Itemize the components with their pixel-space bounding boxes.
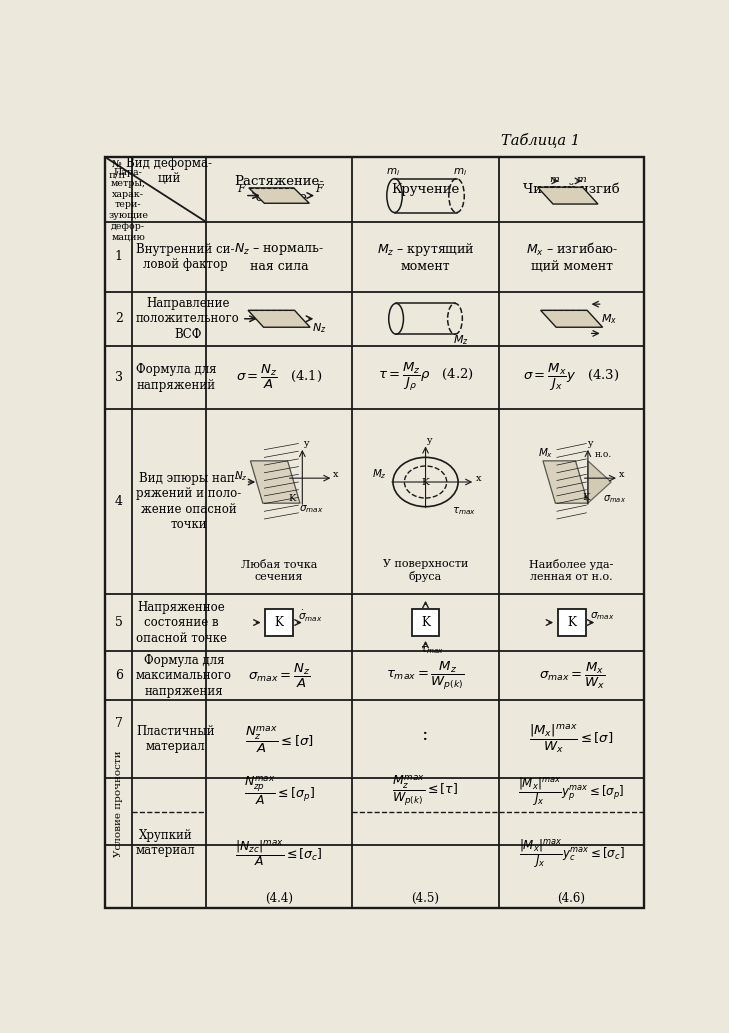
Polygon shape <box>537 187 598 205</box>
Bar <box>558 608 585 636</box>
Text: $\dot\sigma_{max}$: $\dot\sigma_{max}$ <box>297 608 322 624</box>
Text: $\tau_{max}=\dfrac{M_z}{W_{p(k)}}$: $\tau_{max}=\dfrac{M_z}{W_{p(k)}}$ <box>386 659 465 692</box>
Text: Условие прочности: Условие прочности <box>114 751 123 857</box>
Text: 3: 3 <box>114 371 122 384</box>
Text: Формула для
максимального
напряжения: Формула для максимального напряжения <box>136 654 232 697</box>
Text: $N_z$: $N_z$ <box>234 469 248 482</box>
Text: $\sigma_{max}$: $\sigma_{max}$ <box>604 494 626 505</box>
Polygon shape <box>250 461 300 503</box>
Text: K: K <box>275 616 284 629</box>
Text: $M_z$: $M_z$ <box>453 334 469 347</box>
Text: Пара-
метры,
харак-
тери-
зующие
дефор-
мацию: Пара- метры, харак- тери- зующие дефор- … <box>108 168 148 242</box>
Text: $\sigma=\dfrac{M_x}{J_x}y$   (4.3): $\sigma=\dfrac{M_x}{J_x}y$ (4.3) <box>523 362 620 393</box>
Text: $\dfrac{|M_x|^{max}}{J_x}y_c^{max}\leq[\sigma_c]$: $\dfrac{|M_x|^{max}}{J_x}y_c^{max}\leq[\… <box>519 837 625 870</box>
Text: m: m <box>577 175 587 184</box>
Text: Вид эпюры нап-
ряжений и поло-
жение опасной
точки: Вид эпюры нап- ряжений и поло- жение опа… <box>136 471 241 531</box>
Text: $\dfrac{|N_{zc}|^{max}}{A}\leq[\sigma_c]$: $\dfrac{|N_{zc}|^{max}}{A}\leq[\sigma_c]… <box>235 839 323 869</box>
Text: K: K <box>421 616 430 629</box>
Text: $M_z$: $M_z$ <box>372 467 386 481</box>
Text: K: K <box>582 493 590 502</box>
Text: Кручение: Кручение <box>391 183 460 196</box>
Bar <box>412 608 440 636</box>
Text: 6: 6 <box>114 669 122 682</box>
Text: :: : <box>422 726 429 745</box>
Text: K: K <box>421 477 429 487</box>
Text: $\tau_{max}$: $\tau_{max}$ <box>452 505 476 518</box>
Text: x: x <box>333 470 338 479</box>
Text: $\sigma_{max}=\dfrac{M_x}{W_x}$: $\sigma_{max}=\dfrac{M_x}{W_x}$ <box>539 660 604 691</box>
Text: $\sigma_{max}$: $\sigma_{max}$ <box>590 611 615 622</box>
Text: 1: 1 <box>114 250 122 263</box>
Text: Чистый изгиб: Чистый изгиб <box>523 183 620 196</box>
Text: №
п/п: № п/п <box>108 159 125 180</box>
Text: Растяжение-
-сжатие: Растяжение- -сжатие <box>234 176 324 204</box>
Text: (4.4): (4.4) <box>265 893 293 905</box>
Text: x: x <box>619 470 625 479</box>
Text: Таблица 1: Таблица 1 <box>501 132 580 147</box>
Polygon shape <box>249 188 309 204</box>
Text: m: m <box>549 175 558 184</box>
Text: $M_x$: $M_x$ <box>601 312 617 325</box>
Text: Пластичный
материал: Пластичный материал <box>136 725 215 753</box>
Polygon shape <box>248 310 310 327</box>
Text: $\tau=\dfrac{M_z}{J_\rho}\rho$   (4.2): $\tau=\dfrac{M_z}{J_\rho}\rho$ (4.2) <box>378 362 473 394</box>
Text: $\dfrac{N_{zp}^{max}}{A}\leq[\sigma_p]$: $\dfrac{N_{zp}^{max}}{A}\leq[\sigma_p]$ <box>243 775 315 808</box>
Text: y: y <box>426 436 432 445</box>
Text: н.о.: н.о. <box>595 450 612 460</box>
Text: $\sigma_{max}$: $\sigma_{max}$ <box>299 503 323 515</box>
Text: $M_z$ – крутящий
момент: $M_z$ – крутящий момент <box>377 241 475 273</box>
Text: $m_i$: $m_i$ <box>453 166 467 178</box>
Polygon shape <box>541 310 603 327</box>
Text: $N_z$: $N_z$ <box>312 321 327 335</box>
Text: $\dfrac{|M_x|^{max}}{W_x}\leq[\sigma]$: $\dfrac{|M_x|^{max}}{W_x}\leq[\sigma]$ <box>529 723 614 755</box>
Text: F: F <box>237 185 245 194</box>
Text: $m_i$: $m_i$ <box>386 166 400 178</box>
Text: y: y <box>587 439 592 448</box>
Text: (4.6): (4.6) <box>558 893 585 905</box>
Text: Напряженное
состояние в
опасной точке: Напряженное состояние в опасной точке <box>136 600 227 645</box>
Text: F: F <box>315 185 322 194</box>
Polygon shape <box>543 461 588 503</box>
Text: (4.5): (4.5) <box>412 893 440 905</box>
Text: K: K <box>567 616 576 629</box>
Text: $N_z$ – нормаль-
ная сила: $N_z$ – нормаль- ная сила <box>234 241 324 273</box>
Text: Хрупкий
материал: Хрупкий материал <box>136 828 195 857</box>
Text: $\sigma_{max}=\dfrac{N_z}{A}$: $\sigma_{max}=\dfrac{N_z}{A}$ <box>248 661 311 690</box>
Text: $\dfrac{N_z^{max}}{A}\leq[\sigma]$: $\dfrac{N_z^{max}}{A}\leq[\sigma]$ <box>245 724 313 754</box>
Text: 4: 4 <box>114 495 122 508</box>
Text: 7: 7 <box>114 717 122 730</box>
Text: Наиболее уда-
ленная от н.о.: Наиболее уда- ленная от н.о. <box>529 559 614 582</box>
Text: Направление
положительного
ВСФ: Направление положительного ВСФ <box>136 296 240 341</box>
Text: Формула для
напряжений: Формула для напряжений <box>136 363 217 392</box>
Text: $M_x$ – изгибаю-
щий момент: $M_x$ – изгибаю- щий момент <box>526 241 617 273</box>
Text: y: y <box>303 439 308 448</box>
Polygon shape <box>588 461 611 503</box>
Text: У поверхности
бруса: У поверхности бруса <box>383 559 468 583</box>
Text: $\sigma=\dfrac{N_z}{A}$   (4.1): $\sigma=\dfrac{N_z}{A}$ (4.1) <box>236 364 322 392</box>
Text: x: x <box>475 474 481 482</box>
Text: Внутренний си-
ловой фактор: Внутренний си- ловой фактор <box>136 243 235 271</box>
Bar <box>265 608 293 636</box>
Text: $M_x$: $M_x$ <box>537 446 553 460</box>
Text: Любая точка
сечения: Любая точка сечения <box>241 560 317 582</box>
Text: 2: 2 <box>114 312 122 325</box>
Text: K: K <box>289 494 296 503</box>
Text: $\dfrac{|M_x|^{max}}{J_x}y_p^{max}\leq[\sigma_p]$: $\dfrac{|M_x|^{max}}{J_x}y_p^{max}\leq[\… <box>518 775 625 808</box>
Text: $\dfrac{M_z^{max}}{W_{p(k)}}\leq[\tau]$: $\dfrac{M_z^{max}}{W_{p(k)}}\leq[\tau]$ <box>392 774 459 809</box>
Text: $\tau_{max}$: $\tau_{max}$ <box>420 645 444 656</box>
Text: Вид деформа-
ций: Вид деформа- ций <box>126 157 212 185</box>
Text: 5: 5 <box>114 616 122 629</box>
